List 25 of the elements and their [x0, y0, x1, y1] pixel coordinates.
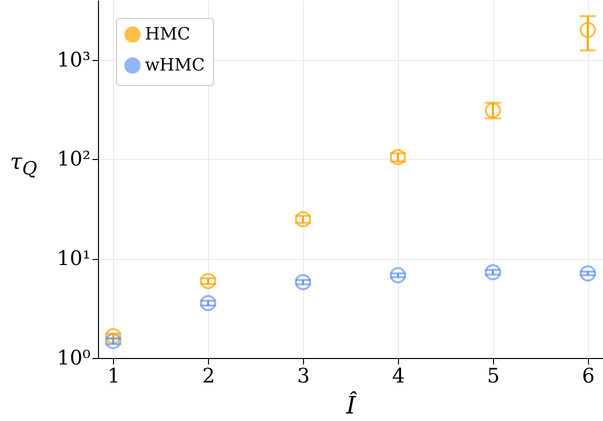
- x-tick-label: 3: [297, 364, 310, 388]
- y-tick-label: 10¹: [57, 246, 90, 270]
- point: [580, 22, 596, 38]
- point: [105, 328, 122, 344]
- point: [294, 211, 312, 228]
- legend-label: HMC: [145, 24, 190, 44]
- legend-label: wHMC: [145, 56, 205, 76]
- y-tick-label: 10⁰: [57, 346, 90, 370]
- point: [390, 149, 406, 166]
- y-tick-label: 10³: [57, 47, 90, 72]
- point: [390, 267, 406, 284]
- point: [200, 272, 216, 290]
- y-axis-title: τ$_{Q}$: [10, 150, 38, 180]
- y-tick-label: 10²: [57, 146, 90, 171]
- point: [294, 274, 312, 290]
- point: [105, 333, 122, 350]
- x-tick-label: 5: [487, 364, 500, 388]
- point: [484, 264, 501, 280]
- x-axis-title: Î: [345, 390, 358, 420]
- x-tick-label: 4: [392, 364, 405, 388]
- point: [580, 265, 596, 282]
- x-tick-label: 6: [582, 364, 595, 388]
- x-tick-label: 2: [202, 364, 215, 388]
- point: [200, 295, 216, 312]
- x-tick-label: 1: [107, 364, 120, 388]
